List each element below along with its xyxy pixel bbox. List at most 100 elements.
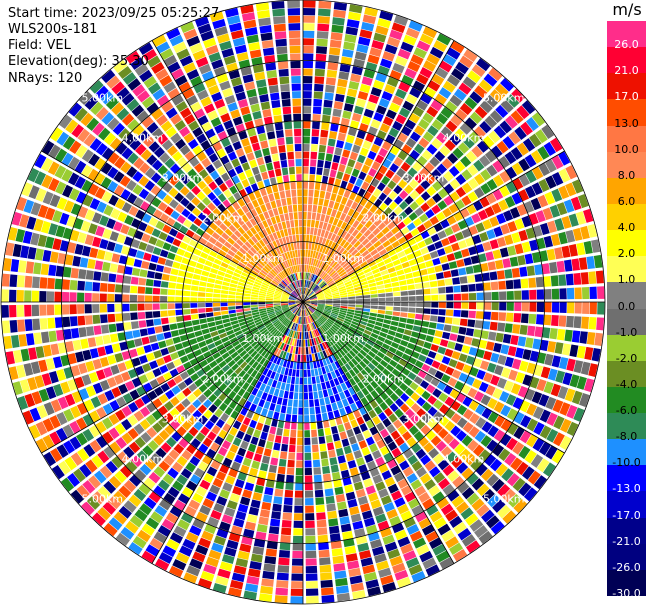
velocity-gate (116, 396, 127, 408)
velocity-gate (68, 102, 83, 117)
velocity-gate (246, 575, 260, 585)
velocity-gate (363, 302, 371, 305)
velocity-gate (137, 130, 150, 142)
velocity-gate (276, 274, 283, 281)
velocity-gate (415, 289, 424, 295)
velocity-gate (116, 107, 130, 121)
velocity-gate (109, 263, 118, 273)
velocity-gate (42, 344, 52, 357)
velocity-gate (319, 374, 325, 383)
velocity-gate (423, 308, 431, 315)
velocity-gate (348, 226, 356, 235)
velocity-gate (387, 483, 399, 494)
velocity-gate (139, 328, 148, 337)
velocity-gate (368, 94, 380, 104)
velocity-gate (448, 165, 460, 177)
velocity-gate (305, 580, 318, 589)
velocity-gate (69, 292, 77, 302)
velocity-gate (240, 4, 254, 14)
velocity-gate (236, 347, 245, 354)
velocity-gate (322, 273, 328, 280)
velocity-gate (343, 189, 351, 199)
velocity-gate (371, 268, 380, 275)
velocity-gate (348, 360, 355, 369)
velocity-gate (285, 474, 294, 483)
velocity-gate (266, 218, 273, 227)
velocity-gate (246, 410, 254, 419)
velocity-gate (285, 414, 292, 422)
velocity-gate (73, 468, 86, 483)
velocity-gate (333, 300, 341, 302)
velocity-gate (179, 126, 191, 138)
velocity-gate (210, 170, 220, 180)
velocity-gate (417, 354, 427, 363)
velocity-gate (343, 389, 351, 398)
velocity-gate (68, 156, 80, 170)
velocity-gate (72, 255, 81, 267)
velocity-gate (342, 173, 351, 182)
velocity-gate (330, 32, 343, 41)
velocity-gate (267, 77, 278, 86)
velocity-gate (383, 257, 392, 265)
velocity-gate (342, 149, 351, 158)
velocity-gate (420, 179, 431, 190)
velocity-gate (315, 289, 323, 295)
velocity-gate (213, 535, 227, 546)
velocity-gate (479, 196, 490, 208)
velocity-gate (325, 495, 335, 505)
velocity-gate (432, 388, 442, 398)
velocity-gate (321, 246, 327, 254)
velocity-gate (499, 247, 509, 258)
velocity-gate (405, 27, 420, 39)
velocity-gate (402, 334, 411, 342)
velocity-gate (146, 122, 159, 134)
velocity-gate (277, 341, 283, 349)
velocity-gate (206, 317, 215, 323)
velocity-gate (364, 241, 373, 250)
velocity-gate (285, 288, 292, 294)
velocity-gate (388, 413, 398, 423)
velocity-gate (360, 317, 369, 323)
velocity-gate (191, 279, 200, 286)
velocity-gate (209, 250, 218, 258)
velocity-gate (445, 286, 454, 293)
velocity-gate (324, 239, 330, 247)
velocity-gate (174, 254, 183, 263)
velocity-gate (481, 421, 493, 433)
velocity-gate (245, 450, 255, 460)
velocity-gate (481, 272, 491, 282)
velocity-gate (281, 245, 287, 253)
velocity-gate (293, 307, 299, 314)
velocity-gate (355, 307, 363, 311)
velocity-gate (35, 346, 45, 359)
velocity-gate (125, 50, 141, 64)
velocity-gate (459, 102, 473, 116)
velocity-gate (471, 213, 482, 224)
velocity-gate (100, 91, 114, 105)
velocity-gate (265, 298, 273, 301)
velocity-gate (291, 306, 298, 312)
velocity-gate (10, 259, 20, 273)
velocity-gate (351, 66, 363, 76)
velocity-gate (401, 125, 412, 137)
velocity-gate (181, 449, 193, 461)
velocity-gate (359, 349, 368, 357)
velocity-gate (368, 409, 377, 419)
velocity-gate (505, 166, 518, 180)
velocity-gate (258, 297, 266, 301)
velocity-gate (303, 181, 309, 189)
velocity-gate (443, 170, 454, 182)
velocity-gate (185, 229, 195, 238)
velocity-gate (199, 504, 211, 516)
velocity-gate (413, 47, 427, 59)
velocity-gate (297, 302, 303, 307)
velocity-gate (551, 188, 563, 202)
velocity-gate (185, 180, 196, 190)
velocity-gate (304, 279, 307, 288)
velocity-gate (267, 472, 276, 481)
velocity-gate (107, 303, 115, 313)
velocity-gate (56, 412, 68, 426)
velocity-gate (312, 444, 319, 453)
velocity-gate (187, 138, 199, 150)
